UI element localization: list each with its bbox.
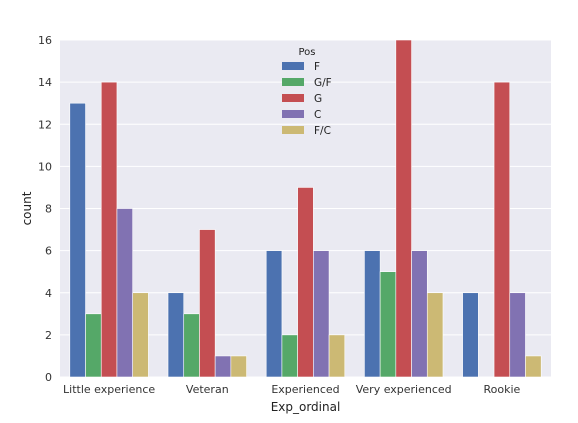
bar-f-c-1 <box>230 355 247 378</box>
bar-g-f-3 <box>379 271 397 378</box>
y-axis-label: count <box>20 191 34 225</box>
legend-label: F/C <box>314 125 331 137</box>
legend-label: C <box>314 109 321 121</box>
y-tick-label: 6 <box>45 245 52 258</box>
y-tick-label: 12 <box>38 118 52 131</box>
bar-g-f-1 <box>183 313 200 378</box>
x-tick-label: Veteran <box>186 383 229 396</box>
y-axis-ticks: 0 2 4 6 8 10 12 14 16 <box>38 34 52 384</box>
legend-title: Pos <box>298 47 315 58</box>
bar-f-2 <box>265 250 283 378</box>
x-axis-ticks: Little experience Veteran Experienced Very … <box>63 383 520 396</box>
bar-g-2 <box>297 187 314 378</box>
bar-f-c-4 <box>525 355 542 378</box>
bar-g-1 <box>199 229 216 378</box>
y-tick-label: 4 <box>45 287 52 300</box>
bar-g-3 <box>395 39 412 378</box>
y-tick-label: 16 <box>38 34 52 47</box>
bar-g-f-2 <box>281 334 298 378</box>
bar-f-c-0 <box>132 292 149 378</box>
bars <box>69 39 542 378</box>
legend-swatch <box>282 78 304 86</box>
bar-f-4 <box>462 292 479 378</box>
bar-f-3 <box>364 250 381 378</box>
legend-swatch <box>282 94 304 102</box>
legend-swatch <box>282 62 304 70</box>
bar-f-0 <box>69 102 86 378</box>
x-axis-label: Exp_ordinal <box>271 400 341 414</box>
bar-g-0 <box>100 81 118 378</box>
legend-label: G/F <box>314 77 332 89</box>
legend: Pos F G/F GC F/C <box>282 47 332 137</box>
bar-c-0 <box>116 208 133 378</box>
bar-f-1 <box>167 292 185 378</box>
bar-c-2 <box>313 250 330 378</box>
y-tick-label: 14 <box>38 76 52 89</box>
y-tick-label: 8 <box>45 203 52 216</box>
x-tick-label: Little experience <box>63 383 155 396</box>
y-tick-label: 0 <box>45 371 52 384</box>
legend-label: G <box>314 93 322 105</box>
x-tick-label: Rookie <box>483 383 520 396</box>
bar-g-4 <box>493 81 511 378</box>
y-tick-label: 2 <box>45 329 52 342</box>
bar-g-f-0 <box>85 313 102 378</box>
legend-label: F <box>314 61 320 73</box>
bar-f-c-2 <box>328 334 346 378</box>
bar-c-3 <box>411 250 428 378</box>
bar-c-1 <box>214 355 232 378</box>
y-tick-label: 10 <box>38 160 52 173</box>
bar-c-4 <box>509 292 526 378</box>
x-tick-label: Experienced <box>271 383 339 396</box>
x-tick-label: Very experienced <box>356 383 452 396</box>
legend-swatch <box>282 126 304 134</box>
legend-swatch <box>282 110 304 118</box>
bar-f-c-3 <box>426 292 444 378</box>
